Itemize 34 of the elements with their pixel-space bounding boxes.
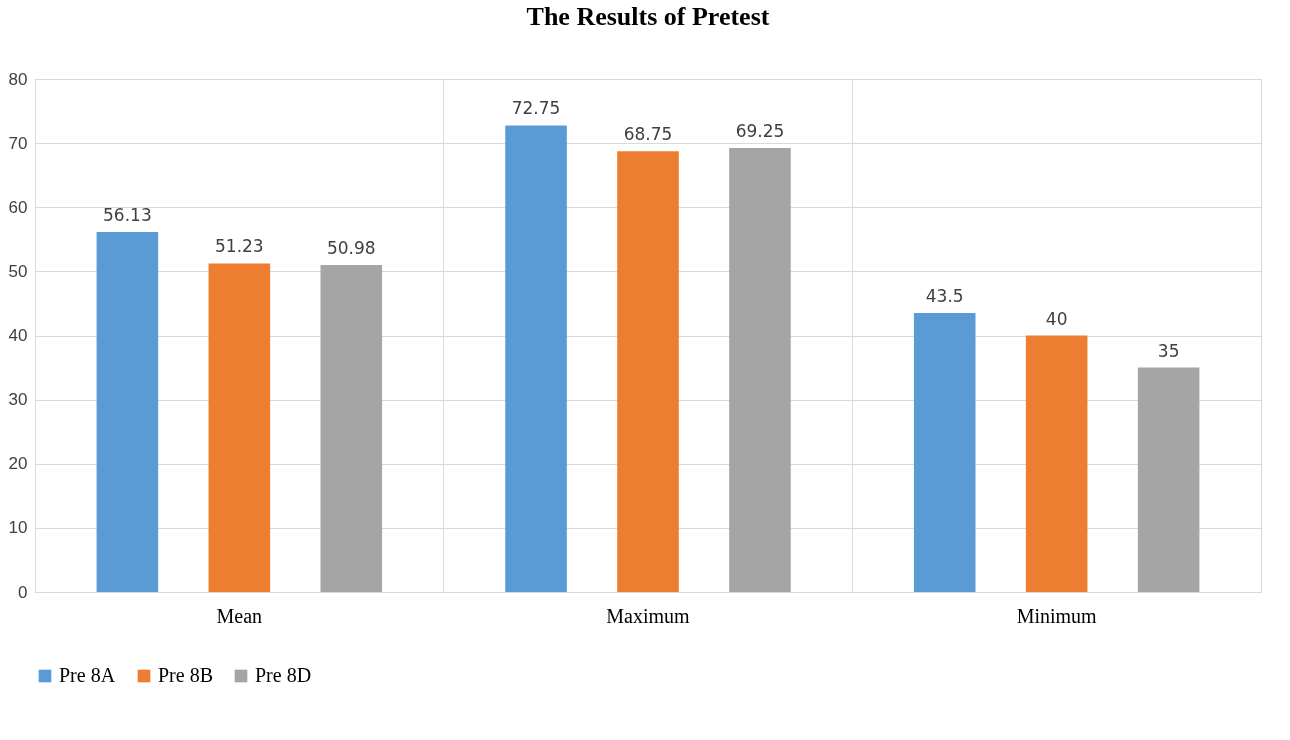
chart-title: The Results of Pretest [526,2,770,31]
data-label: 51.23 [215,236,264,257]
x-tick-label: Mean [216,604,263,627]
data-label: 68.75 [623,124,673,145]
data-label: 72.75 [511,98,561,119]
data-label: 69.25 [735,120,785,141]
y-tick-label: 30 [8,390,28,410]
bar [617,151,679,592]
data-label: 56.13 [103,205,152,226]
data-label: 40 [1045,308,1068,329]
bar [505,125,567,592]
y-tick-label: 60 [8,197,28,217]
bar [1025,335,1088,592]
x-tick-label: Minimum [1016,604,1098,627]
data-label: 43.5 [925,286,964,307]
legend-label: Pre 8B [158,664,213,686]
y-tick-label: 80 [8,69,28,89]
x-tick-label: Maximum [606,604,691,627]
bar [913,313,976,592]
bar [1137,367,1200,592]
data-label: 50.98 [326,238,376,259]
y-tick-label: 50 [8,261,28,281]
data-label: 35 [1157,340,1180,361]
bar [729,147,791,592]
bar [208,263,271,592]
y-tick-label: 40 [8,326,28,345]
y-tick-label: 70 [8,133,28,153]
y-tick-label: 0 [18,582,28,602]
bar [96,232,159,592]
legend-label: Pre 8A [59,664,116,686]
legend-label: Pre 8D [255,664,312,686]
y-tick-label: 10 [8,518,28,538]
bar [320,265,383,592]
y-tick-label: 20 [8,454,28,474]
